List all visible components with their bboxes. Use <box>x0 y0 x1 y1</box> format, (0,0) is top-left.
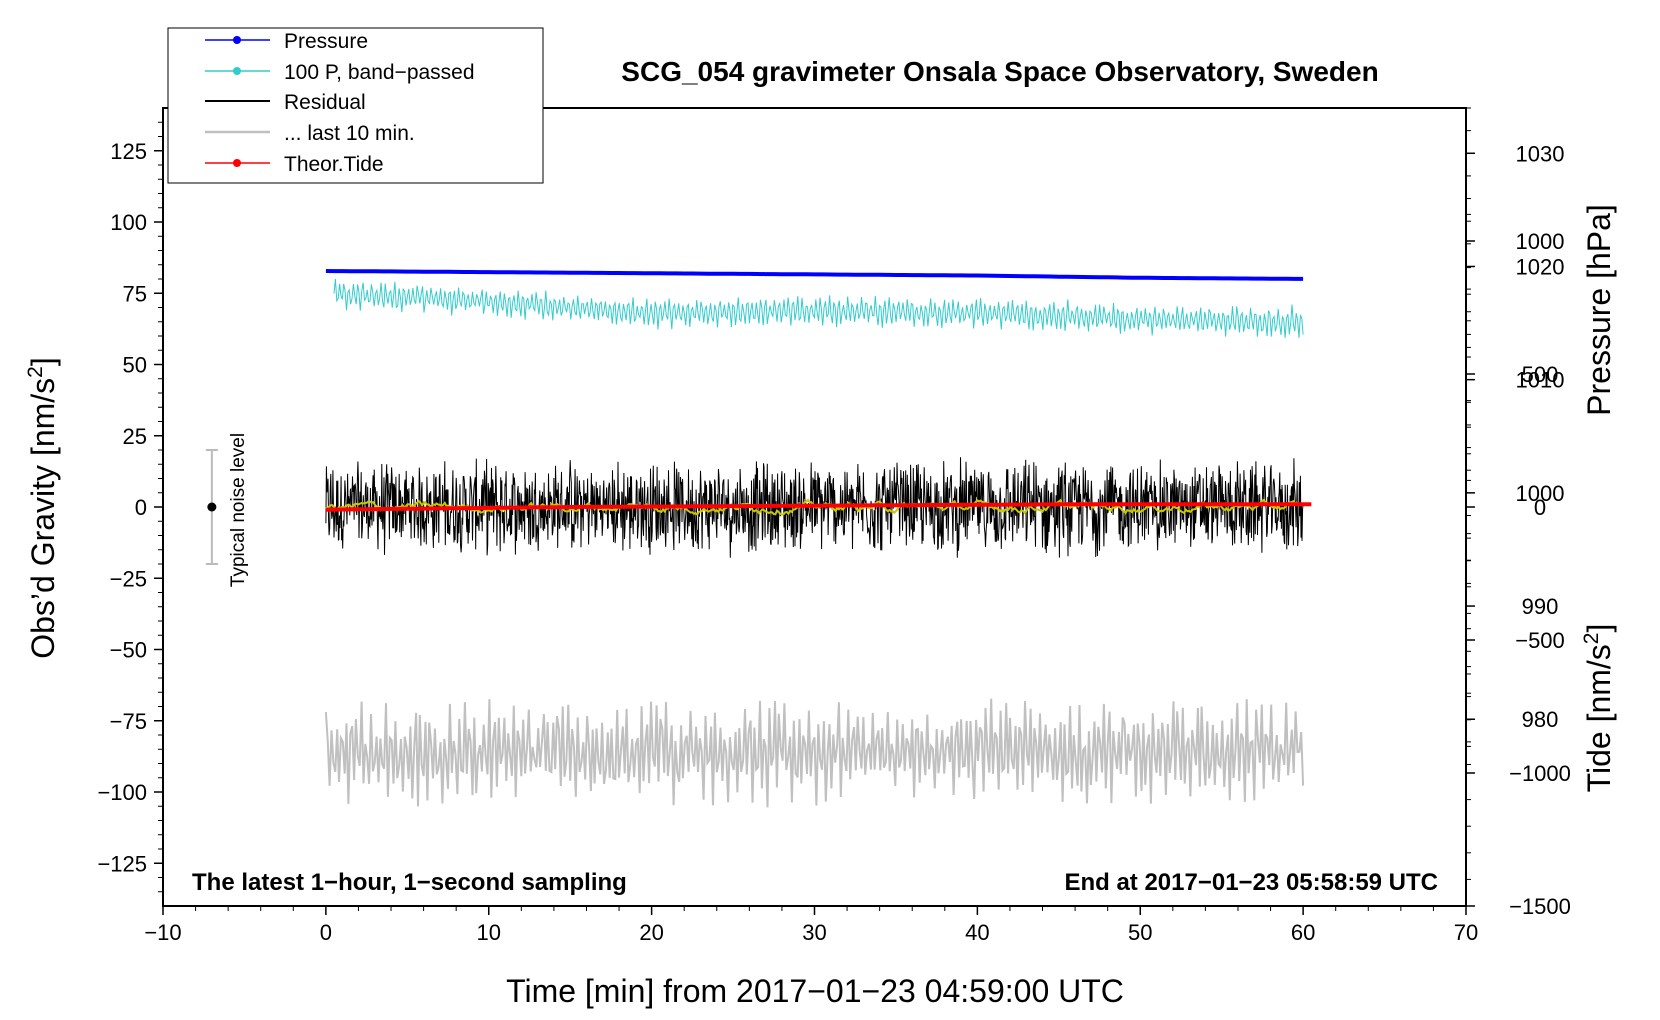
x-tick-label: 0 <box>320 920 332 945</box>
legend-marker-bandpassed <box>233 67 241 75</box>
latest-hour-note: The latest 1−hour, 1−second sampling <box>192 869 627 896</box>
left-tick-label: −25 <box>110 566 147 591</box>
x-axis-title: Time [min] from 2017−01−23 04:59:00 UTC <box>506 973 1124 1009</box>
tide-tick-label: 1000 <box>1516 229 1565 254</box>
y-axis-title-left: Obs’d Gravity [nm/s2] <box>24 357 61 659</box>
tide-axis: 1000 500 0 −500 −1000 −1500 <box>1466 213 1571 919</box>
legend-label-tide: Theor.Tide <box>284 153 384 176</box>
left-tick-label: −50 <box>110 638 147 663</box>
x-tick-label: −10 <box>144 920 181 945</box>
left-tick-label: −75 <box>110 709 147 734</box>
tide-tick-label: −500 <box>1515 628 1565 653</box>
left-tick-label: −125 <box>97 851 147 876</box>
pressure-tick-label: 980 <box>1522 707 1559 732</box>
noise-level-indicator <box>205 449 218 565</box>
residual-series <box>325 457 1304 558</box>
legend-label-last10: ... last 10 min. <box>284 122 415 145</box>
legend-marker-pressure <box>233 36 241 44</box>
x-tick-label: 40 <box>965 920 989 945</box>
plot-series <box>324 269 1312 808</box>
y-axis-title-pressure: Pressure [hPa] <box>1581 204 1617 416</box>
x-axis: −10 0 10 20 30 40 50 60 70 <box>144 906 1478 945</box>
left-tick-label: 75 <box>123 281 147 306</box>
left-tick-label: 0 <box>135 495 147 520</box>
theoretical-tide-series <box>325 502 1312 512</box>
legend: Pressure 100 P, band−passed Residual ...… <box>167 27 544 184</box>
legend-marker-tide <box>233 159 241 167</box>
tide-tick-label: −1500 <box>1509 894 1571 919</box>
left-tick-label: −100 <box>97 780 147 805</box>
chart-title: SCG_054 gravimeter Onsala Space Observat… <box>621 56 1378 87</box>
bandpassed-pressure-series <box>333 278 1304 338</box>
end-time-note: End at 2017−01−23 05:58:59 UTC <box>1064 869 1438 896</box>
last-10-min-series <box>324 698 1305 808</box>
pressure-tick-label: 990 <box>1522 594 1559 619</box>
noise-level-label: Typical noise level <box>228 433 249 587</box>
left-tick-label: 100 <box>110 210 147 235</box>
left-tick-label: 125 <box>110 139 147 164</box>
y-axis-title-tide: Tide [nm/s2] <box>1580 624 1617 793</box>
x-tick-label: 60 <box>1291 920 1315 945</box>
noise-level-center-dot <box>207 502 217 512</box>
legend-label-residual: Residual <box>284 91 366 114</box>
x-tick-label: 10 <box>477 920 501 945</box>
tide-tick-label: −1000 <box>1509 761 1571 786</box>
pressure-tick-label: 1010 <box>1516 368 1565 393</box>
left-tick-label: 50 <box>123 353 147 378</box>
pressure-tick-label: 1020 <box>1516 254 1565 279</box>
legend-box <box>167 27 544 184</box>
legend-label-pressure: Pressure <box>284 30 368 53</box>
pressure-tick-label: 1000 <box>1516 481 1565 506</box>
left-tick-label: 25 <box>123 424 147 449</box>
pressure-tick-label: 1030 <box>1516 141 1565 166</box>
pressure-series <box>325 269 1304 281</box>
tide-tick-label: 0 <box>1534 495 1546 520</box>
pressure-axis: 1030 1020 1010 1000 990 980 <box>1466 107 1565 766</box>
tide-tick-label: 500 <box>1522 362 1559 387</box>
x-tick-label: 20 <box>639 920 663 945</box>
legend-label-bandpassed: 100 P, band−passed <box>284 61 475 84</box>
x-tick-label: 30 <box>802 920 826 945</box>
left-y-axis: 125 100 75 50 25 0 −25 −50 −75 −100 −125 <box>97 121 163 893</box>
x-tick-label: 50 <box>1128 920 1152 945</box>
x-tick-label: 70 <box>1454 920 1478 945</box>
